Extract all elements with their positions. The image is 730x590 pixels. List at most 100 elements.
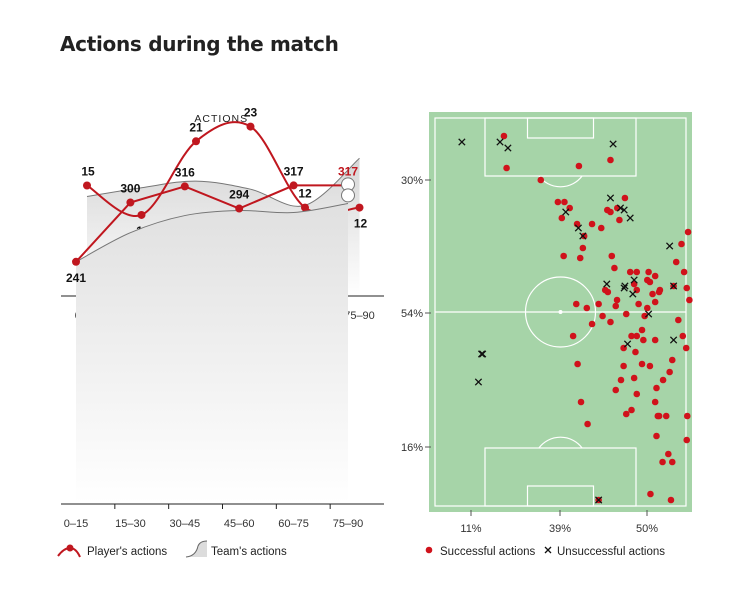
penalty-arc-bottom: [538, 436, 583, 449]
successful-action-point: [576, 254, 584, 262]
data-label: 317: [338, 164, 358, 178]
unsuccessful-action-point: [623, 340, 632, 348]
successful-action-point: [616, 216, 623, 224]
successful-action-point: [626, 268, 634, 276]
successful-actions-legend-label: Successful actions: [440, 546, 535, 558]
successful-action-point: [630, 374, 638, 382]
successful-action-point: [651, 272, 659, 280]
successful-action-point: [638, 326, 646, 334]
pitch-chart: 30% 54% 16% 11% 39% 50%: [401, 112, 693, 535]
y-zone-label: 30%: [401, 175, 423, 187]
successful-action-point: [640, 336, 647, 344]
successful-action-point: [575, 162, 583, 170]
x-zone-label: 11%: [460, 523, 481, 535]
successful-action-point: [668, 458, 676, 466]
player-point: [72, 257, 80, 266]
successful-action-point: [612, 302, 620, 310]
successful-action-point: [680, 268, 688, 276]
data-label: 317: [284, 164, 304, 178]
player-point: [83, 181, 91, 190]
player-point: [289, 181, 298, 190]
successful-action-point: [558, 214, 566, 222]
successful-action-point: [612, 386, 620, 394]
goal-area-bottom: [526, 485, 595, 507]
x-tick-label: 0–15: [64, 518, 88, 530]
unsuccessful-action-point: [474, 378, 483, 386]
data-label: 21: [189, 120, 203, 134]
successful-actions-swatch: [425, 546, 433, 554]
unsuccessful-actions-legend-label: Unsuccessful actions: [557, 546, 665, 558]
x-tick-label: 75–90: [333, 518, 364, 530]
players-actions-legend-label: Player's actions: [87, 546, 167, 558]
successful-action-point: [647, 490, 654, 498]
unsuccessful-action-point: [574, 224, 583, 232]
successful-action-point: [651, 298, 659, 306]
successful-action-point: [595, 300, 602, 308]
successful-action-point: [597, 224, 605, 232]
unsuccessful-action-point: [665, 242, 674, 250]
unsuccessful-action-point: [644, 310, 653, 318]
unsuccessful-action-point: [621, 282, 629, 290]
successful-action-point: [613, 296, 621, 304]
successful-action-point: [643, 304, 651, 312]
successful-action-point: [622, 410, 630, 418]
successful-action-point: [588, 320, 596, 328]
successful-action-point: [684, 228, 692, 236]
page-title: Actions during the match: [60, 32, 339, 56]
unsuccessful-action-point: [616, 204, 625, 212]
y-zone-label: 16%: [401, 442, 423, 454]
x-tick-label: 30–45: [170, 518, 201, 530]
successful-action-point: [579, 244, 587, 252]
teams-actions-swatch: [185, 540, 208, 558]
successful-action-point: [607, 156, 614, 164]
successful-action-point: [675, 316, 682, 324]
successful-action-point: [659, 376, 667, 384]
x-zone-label: 50%: [636, 523, 658, 535]
center-spot: [558, 310, 563, 314]
successful-action-point: [633, 268, 641, 276]
player-point: [355, 203, 364, 212]
successful-action-point: [577, 398, 585, 406]
successful-action-point: [683, 412, 691, 420]
successful-action-point: [653, 432, 660, 440]
successful-action-point: [649, 290, 656, 298]
x-tick-label: 45–60: [224, 518, 255, 530]
player-point: [246, 122, 255, 131]
successful-action-point: [668, 356, 676, 364]
data-label: 316: [175, 165, 195, 179]
successful-action-point: [628, 406, 635, 414]
successful-action-point: [632, 348, 639, 356]
successful-action-point: [683, 284, 691, 292]
successful-action-point: [588, 220, 596, 228]
successful-action-point: [665, 450, 672, 458]
successful-action-point: [621, 194, 629, 202]
successful-action-point: [654, 412, 662, 420]
unsuccessful-action-point: [496, 138, 504, 146]
unsuccessful-actions-swatch: [544, 546, 552, 554]
successful-action-point: [651, 398, 659, 406]
data-label: 15: [81, 165, 95, 179]
team-area: [76, 203, 348, 504]
unsuccessful-action-point: [594, 496, 603, 504]
data-label: 300: [120, 182, 140, 196]
instat-index-chart: INSTAT INDEX0–1515–3030–4545–6060–7575–9…: [61, 164, 384, 530]
successful-action-point: [607, 318, 614, 326]
successful-action-point: [633, 390, 641, 398]
successful-action-point: [601, 286, 609, 294]
team-line: [86, 157, 360, 207]
successful-action-point: [599, 312, 606, 320]
unsuccessful-action-point: [609, 140, 617, 148]
player-point: [192, 137, 200, 146]
successful-action-point: [635, 300, 642, 308]
successful-action-point: [584, 420, 591, 428]
teams-actions-legend-label: Team's actions: [211, 546, 287, 558]
successful-action-point: [666, 368, 673, 376]
successful-action-point: [583, 304, 591, 312]
data-label: 12: [354, 217, 368, 231]
successful-action-point: [633, 332, 641, 340]
successful-action-point: [611, 264, 618, 272]
team-point-hollow: [341, 188, 355, 203]
center-circle: [524, 276, 597, 348]
successful-action-point: [638, 360, 646, 368]
